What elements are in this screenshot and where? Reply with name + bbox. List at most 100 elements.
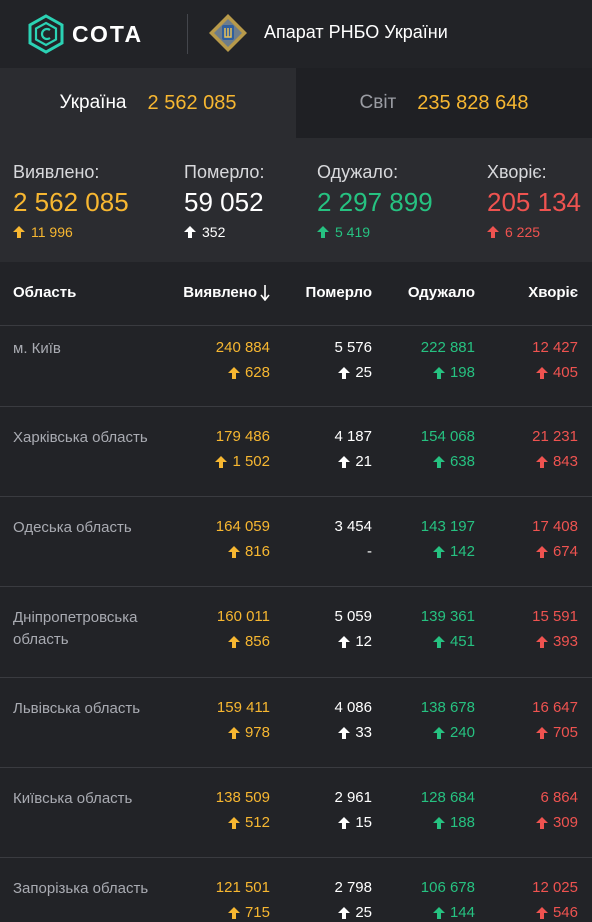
tab-world[interactable]: Світ 235 828 648 (296, 68, 592, 138)
row-recovered-delta: 144 (421, 903, 475, 922)
row-recovered: 154 068 638 (421, 427, 475, 472)
column-header-recovered[interactable]: Одужало (407, 284, 475, 301)
row-sick-delta-value: 393 (552, 633, 578, 650)
tab-ukraine[interactable]: Україна 2 562 085 (0, 68, 296, 138)
row-died: 2 798 25 (334, 878, 372, 922)
row-detected: 138 509 512 (216, 788, 270, 833)
row-died: 2 961 15 (334, 788, 372, 833)
stat-recovered-delta: 5 419 (317, 224, 433, 240)
row-detected-delta-value: 816 (244, 543, 270, 560)
row-died-value: 2 961 (334, 789, 372, 806)
row-died-value: 5 059 (334, 608, 372, 625)
row-died-value: 2 798 (334, 879, 372, 896)
arrow-up-icon (535, 907, 548, 919)
row-died-delta: 15 (334, 813, 372, 833)
stat-sick-value: 205 134 (487, 187, 581, 217)
row-sick-value: 12 025 (532, 879, 578, 896)
row-detected: 121 501 715 (216, 878, 270, 922)
arrow-up-icon (535, 367, 548, 379)
row-detected-value: 179 486 (215, 428, 270, 445)
row-recovered-value: 143 197 (420, 518, 475, 535)
row-detected-delta: 628 (216, 363, 270, 383)
row-recovered-value: 106 678 (420, 879, 475, 896)
row-sick: 12 427 405 (532, 338, 578, 383)
region-tabs: Україна 2 562 085 Світ 235 828 648 (0, 68, 592, 138)
arrow-up-icon (535, 636, 548, 648)
row-sick-delta-value: 546 (552, 904, 578, 921)
arrow-up-icon (432, 546, 445, 558)
row-died: 5 059 12 (334, 607, 372, 652)
arrow-up-icon (432, 367, 445, 379)
row-region: м. Київ (13, 340, 61, 357)
row-region: Київська область (13, 790, 133, 807)
row-recovered-delta: 142 (421, 542, 475, 562)
stat-sick-label: Хворіє: (487, 162, 547, 182)
stat-sick: Хворіє: 205 134 6 225 (487, 162, 581, 240)
table-row[interactable]: Львівська область 159 411 978 4 086 33 138 67… (0, 678, 592, 768)
row-died-delta-value: 21 (355, 453, 372, 470)
logo[interactable]: СОТА (27, 14, 143, 54)
arrow-up-icon (227, 727, 240, 739)
table-row[interactable]: Запорізька область 121 501 715 2 798 25 106 6… (0, 858, 592, 922)
arrow-up-icon (184, 226, 196, 238)
column-header-died[interactable]: Померло (305, 284, 372, 301)
row-recovered-delta-value: 638 (449, 453, 475, 470)
table-row[interactable]: Харківська область 179 486 1 502 4 187 21 154… (0, 407, 592, 497)
row-died-delta-value: 12 (355, 633, 372, 650)
arrow-up-icon (338, 636, 351, 648)
row-detected: 160 011 856 (217, 607, 270, 652)
row-sick: 16 647 705 (532, 698, 578, 743)
column-header-detected[interactable]: Виявлено (183, 284, 270, 301)
arrow-up-icon (215, 456, 228, 468)
row-died: 3 454 - (334, 517, 372, 562)
row-sick-value: 12 427 (532, 339, 578, 356)
arrow-up-icon (535, 456, 548, 468)
arrow-up-icon (432, 636, 445, 648)
row-detected-delta-value: 628 (244, 364, 270, 381)
row-recovered: 138 678 240 (421, 698, 475, 743)
tab-ukraine-label: Україна (59, 92, 127, 113)
row-recovered-value: 128 684 (420, 789, 475, 806)
column-header-region[interactable]: Область (13, 284, 77, 301)
table-row[interactable]: Дніпропетровська область 160 011 856 5 059 1… (0, 587, 592, 678)
table-row[interactable]: м. Київ 240 884 628 5 576 25 222 881 198 12 427… (0, 326, 592, 407)
row-recovered-value: 138 678 (420, 699, 475, 716)
table-header: Область Виявлено Померло Одужало Хворіє (0, 262, 592, 326)
row-detected-delta: 816 (216, 542, 270, 562)
row-detected-value: 159 411 (216, 699, 270, 716)
arrow-up-icon (535, 727, 548, 739)
row-detected: 159 411 978 (217, 698, 270, 743)
row-recovered: 106 678 144 (421, 878, 475, 922)
row-died-value: 5 576 (334, 339, 372, 356)
row-sick-delta-value: 309 (552, 814, 578, 831)
table-row[interactable]: Одеська область 164 059 816 3 454-143 197 14… (0, 497, 592, 587)
row-sick-delta-value: 674 (552, 543, 578, 560)
row-died: 5 576 25 (334, 338, 372, 383)
row-recovered-delta: 451 (421, 632, 475, 652)
row-detected-delta: 715 (216, 903, 270, 922)
app-header: СОТА Апарат РНБО України (0, 0, 592, 68)
row-recovered-delta-value: 142 (449, 543, 475, 560)
arrow-up-icon (227, 636, 240, 648)
row-died-delta-value: 33 (355, 724, 372, 741)
sota-logo-icon (28, 14, 64, 54)
stat-recovered-delta-value: 5 419 (335, 224, 371, 240)
row-sick-value: 16 647 (532, 699, 578, 716)
tab-world-value: 235 828 648 (417, 91, 529, 114)
row-region: Дніпропетровська область (13, 609, 138, 648)
stat-sick-delta-value: 6 225 (505, 224, 541, 240)
row-died-delta: 21 (334, 452, 372, 472)
column-header-sick[interactable]: Хворіє (528, 284, 578, 301)
rnbo-emblem-icon (209, 14, 247, 52)
row-sick-delta: 393 (532, 632, 578, 652)
row-died-delta-value: 15 (355, 814, 372, 831)
stat-detected: Виявлено: 2 562 085 11 996 (13, 162, 129, 240)
row-sick-delta: 674 (532, 542, 578, 562)
row-detected-delta: 512 (216, 813, 270, 833)
table-row[interactable]: Київська область 138 509 512 2 961 15 128 684… (0, 768, 592, 858)
org-name: Апарат РНБО України (264, 22, 448, 42)
stat-died: Померло: 59 052 352 (184, 162, 264, 240)
header-divider (187, 14, 188, 54)
arrow-up-icon (535, 817, 548, 829)
row-sick-value: 15 591 (532, 608, 578, 625)
